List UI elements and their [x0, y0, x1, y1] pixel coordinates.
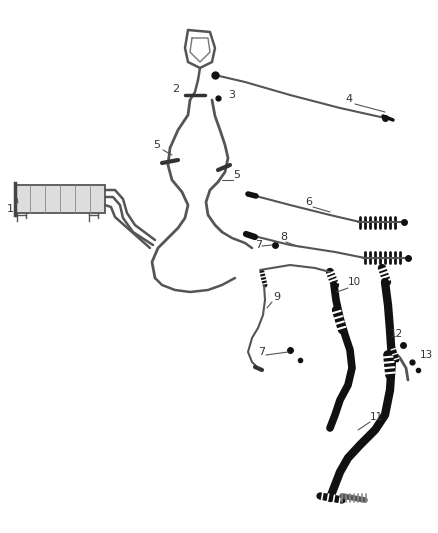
Text: 5: 5: [153, 140, 160, 150]
Text: 7: 7: [258, 347, 265, 357]
Text: 6: 6: [305, 197, 312, 207]
Bar: [15, 185, 105, 213]
Text: 5: 5: [233, 170, 240, 180]
Text: 4: 4: [345, 94, 352, 104]
Text: 1: 1: [7, 204, 14, 214]
Text: 11: 11: [370, 412, 383, 422]
Text: 10: 10: [348, 277, 361, 287]
Text: 7: 7: [255, 240, 262, 250]
Text: 3: 3: [228, 90, 235, 100]
Text: 2: 2: [172, 84, 179, 94]
Text: 8: 8: [280, 232, 287, 242]
Text: 12: 12: [390, 329, 403, 339]
Text: 13: 13: [420, 350, 433, 360]
Text: 9: 9: [273, 292, 280, 302]
